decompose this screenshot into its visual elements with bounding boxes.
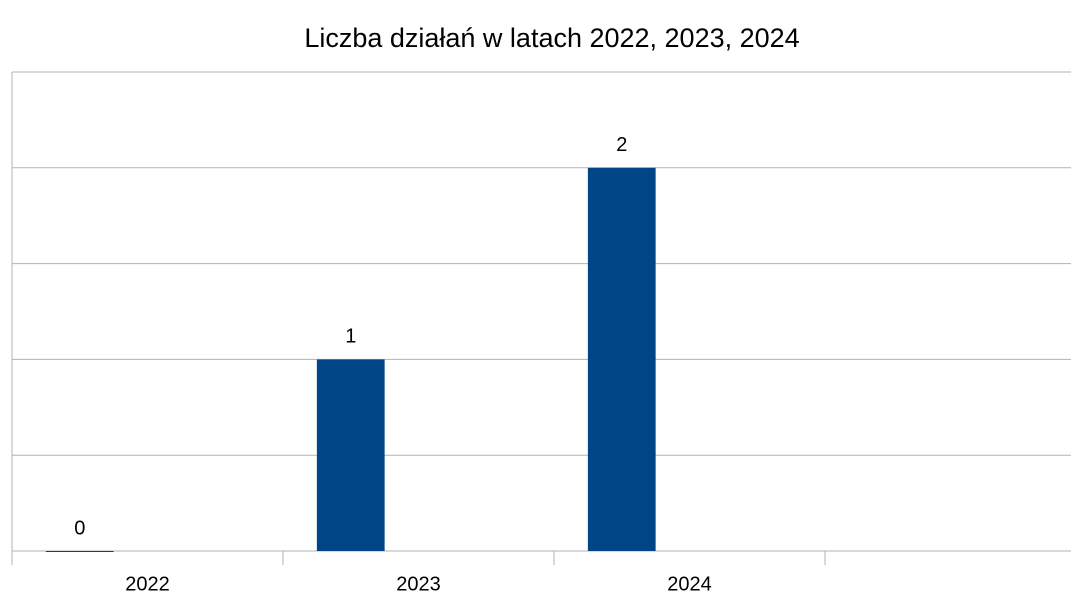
x-tick-label: 2024: [667, 573, 712, 595]
chart-title: Liczba działań w latach 2022, 2023, 2024: [304, 23, 799, 53]
x-tick-label: 2022: [125, 573, 170, 595]
value-label: 2: [616, 134, 627, 156]
value-label: 0: [74, 517, 85, 539]
bar: [587, 167, 656, 552]
bar: [45, 551, 114, 552]
value-label: 1: [345, 326, 356, 348]
bar: [316, 359, 385, 551]
x-tick-label: 2023: [396, 573, 441, 595]
